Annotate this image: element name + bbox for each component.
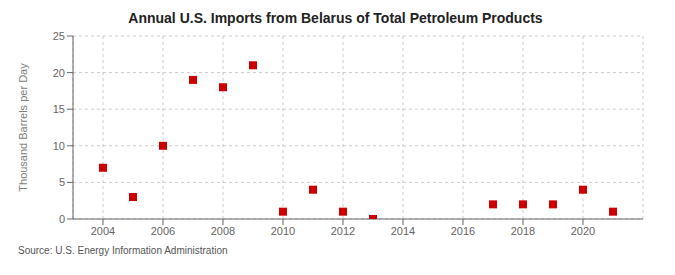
html-text:Source: U.S. Energy Informatio: Source: U.S. Energy Information Administ… <box>18 245 228 256</box>
svg-text:2004: 2004 <box>91 225 115 237</box>
svg-text:20: 20 <box>53 67 65 79</box>
html-text:Annual U.S. Imports from Belar: Annual U.S. Imports from Belarus of Tota… <box>128 10 543 26</box>
svg-text:2012: 2012 <box>331 225 355 237</box>
svg-text:0: 0 <box>59 213 65 225</box>
svg-text:2014: 2014 <box>391 225 415 237</box>
svg-text:2016: 2016 <box>451 225 475 237</box>
svg-text:2020: 2020 <box>571 225 595 237</box>
svg-text:2006: 2006 <box>151 225 175 237</box>
svg-text:15: 15 <box>53 103 65 115</box>
svg-text:2008: 2008 <box>211 225 235 237</box>
svg-text:Thousand Barrels per Day: Thousand Barrels per Day <box>17 63 29 192</box>
svg-text:2010: 2010 <box>271 225 295 237</box>
svg-text:5: 5 <box>59 176 65 188</box>
svg-text:25: 25 <box>53 30 65 42</box>
svg-text:10: 10 <box>53 140 65 152</box>
svg-text:2018: 2018 <box>511 225 535 237</box>
